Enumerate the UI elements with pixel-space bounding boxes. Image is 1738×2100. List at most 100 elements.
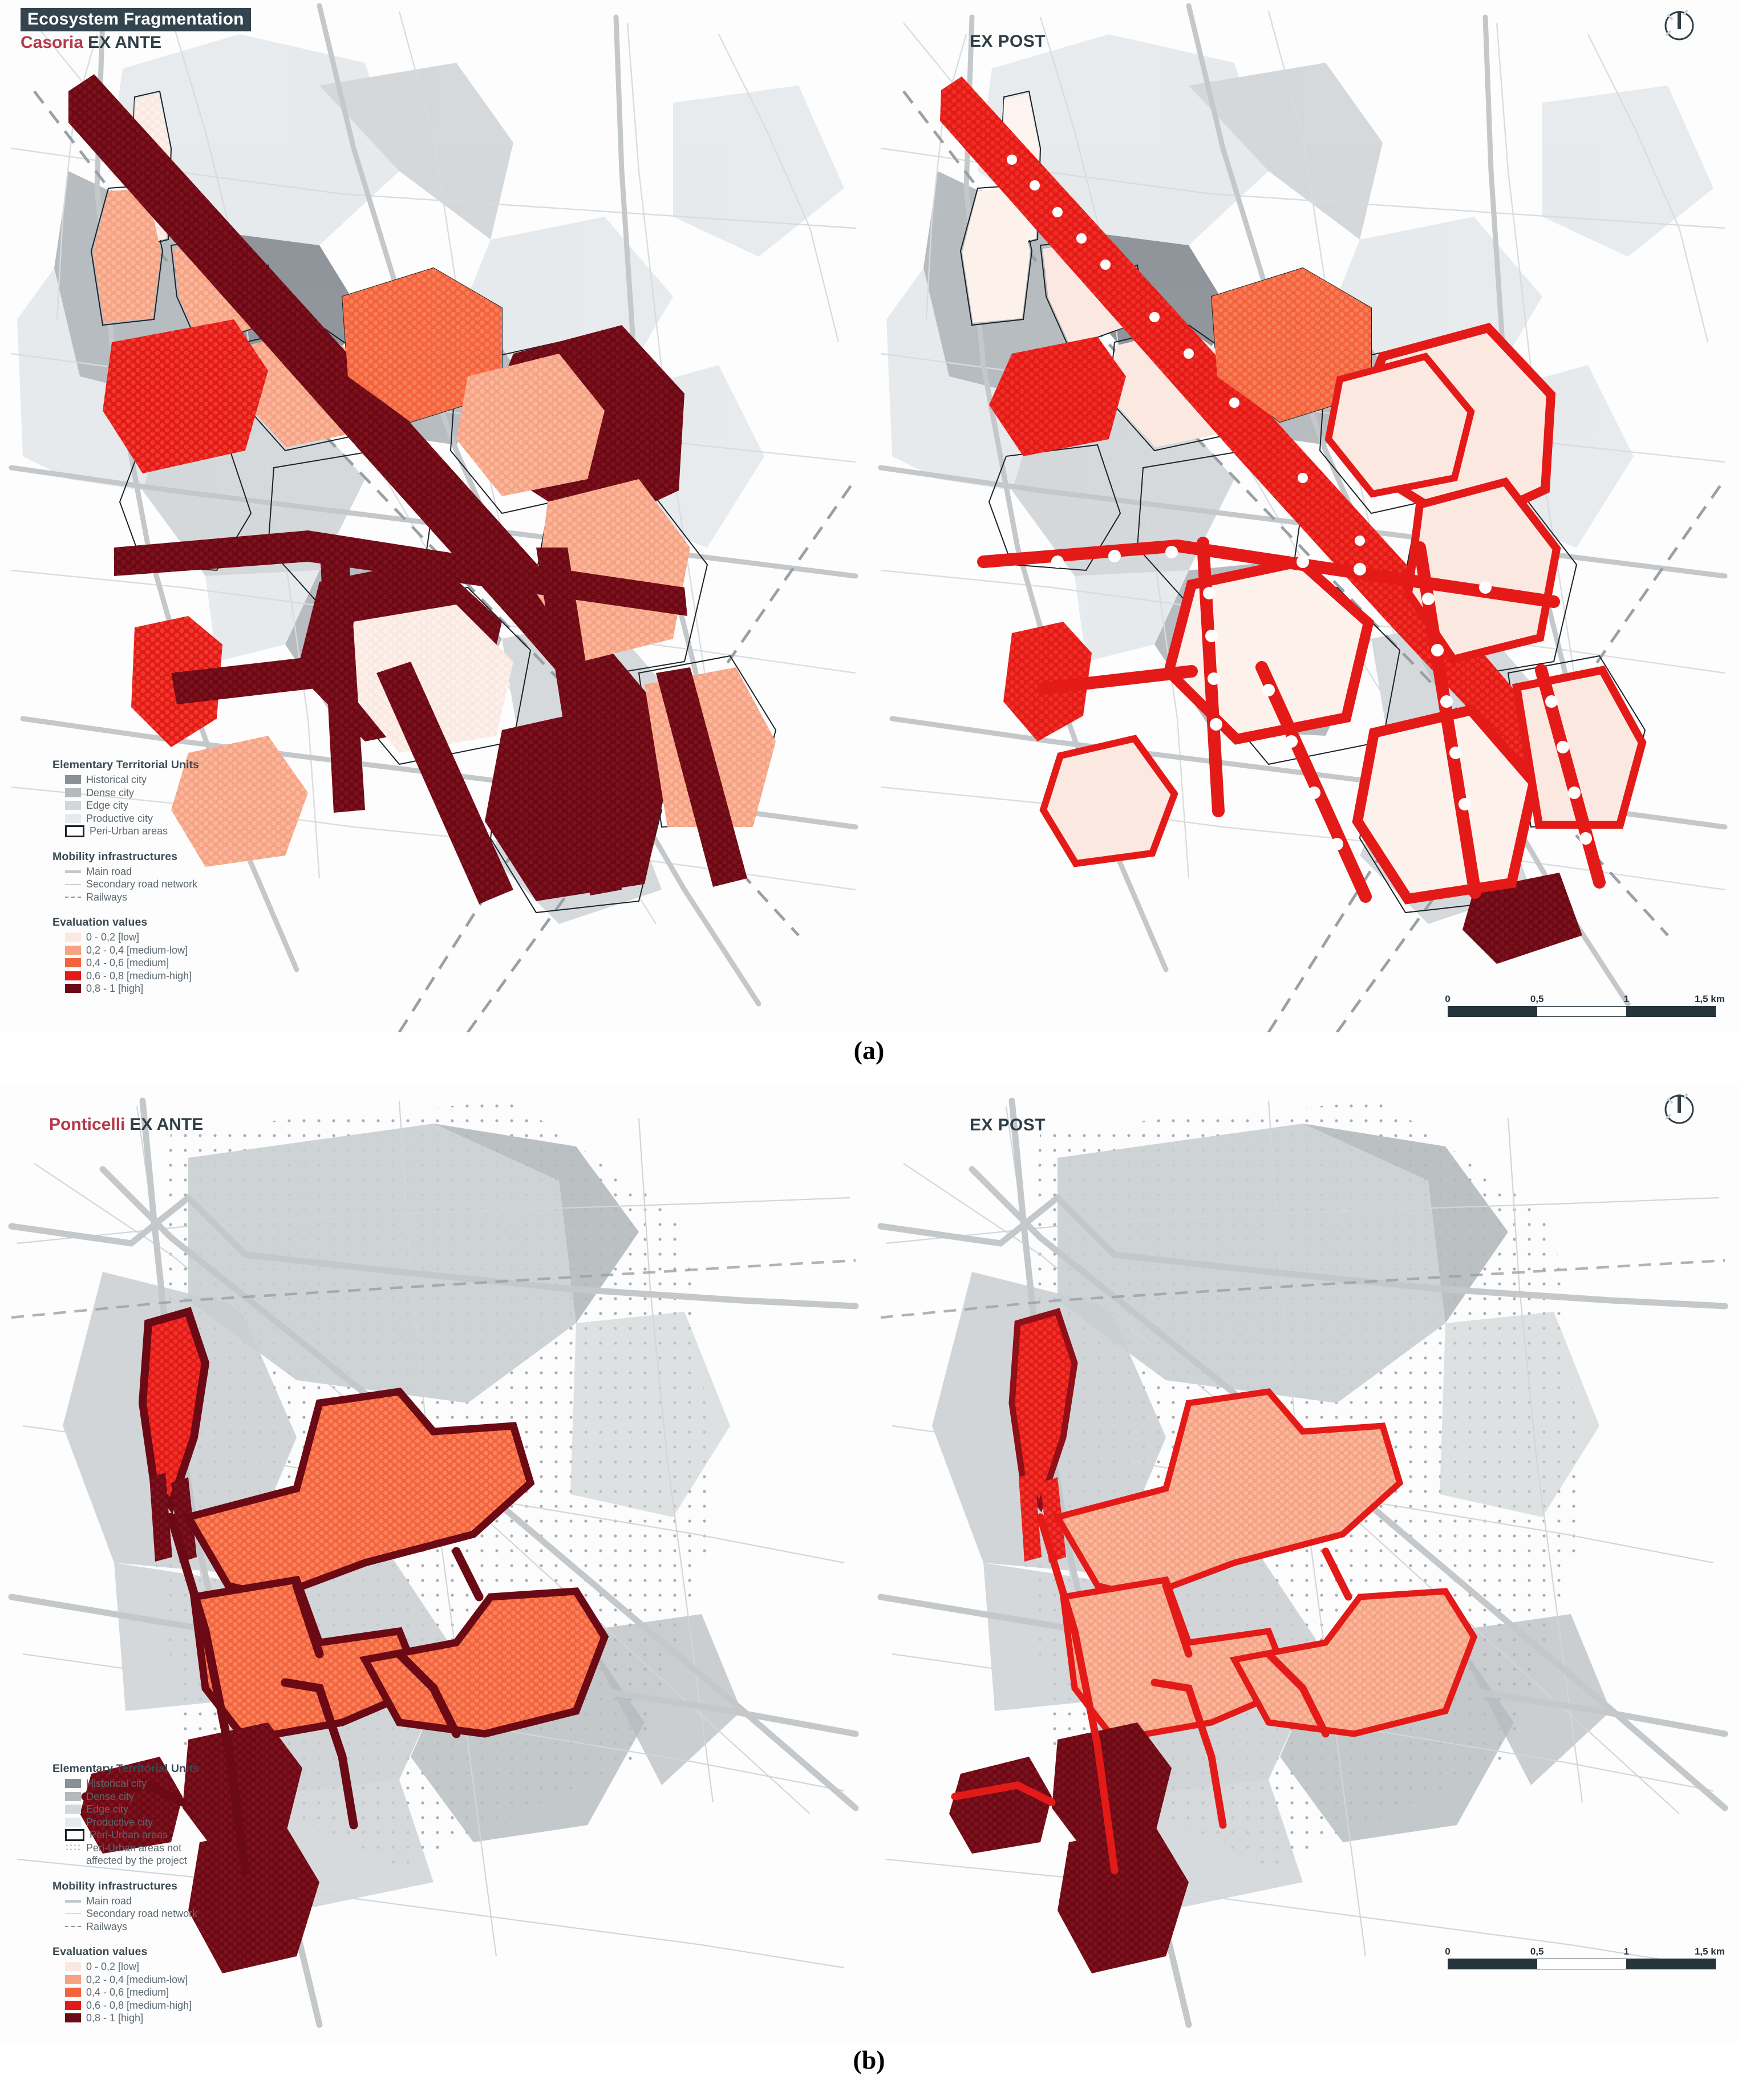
- legend-a-item-eval-medium: 0,4 - 0,6 [medium]: [52, 956, 199, 970]
- panel-a-ex-post-map[interactable]: EX POST 0 0,5 1 1,5 km: [869, 0, 1738, 1032]
- legend-a-item-historical-city: Historical city: [52, 773, 199, 787]
- legend-b-label-historical-city: Historical city: [86, 1778, 147, 1790]
- scale-b-seg-2: [1537, 1959, 1626, 1969]
- scale-b-tick-1: 0,5: [1530, 1946, 1544, 1957]
- legend-b-item-main-road: Main road: [52, 1895, 199, 1908]
- legend-a-label-historical-city: Historical city: [86, 774, 147, 786]
- legend-b-label-peri-urban-areas: Peri-Urban areas: [90, 1829, 168, 1841]
- panel-a-ex-post-phase-label: EX POST: [970, 32, 1046, 51]
- legend-a-label-eval-medium-low: 0,2 - 0,4 [medium-low]: [86, 944, 188, 956]
- legend-b-label-main-road: Main road: [86, 1895, 132, 1907]
- swatch-peri-urban-areas: [65, 825, 84, 837]
- swatch-eval-medium-high: [65, 971, 81, 980]
- legend-b-item-eval-high: 0,8 - 1 [high]: [52, 2012, 199, 2025]
- scale-b-tick-0: 0: [1445, 1946, 1451, 1957]
- legend-a-item-eval-medium-low: 0,2 - 0,4 [medium-low]: [52, 944, 199, 957]
- scale-b-tick-2: 1: [1623, 1946, 1630, 1957]
- scale-a-tick-1: 0,5: [1530, 994, 1544, 1004]
- swatch-productive-city: [65, 1817, 81, 1827]
- scale-bar-a: 0 0,5 1 1,5 km: [1445, 994, 1725, 1017]
- swatch-eval-low: [65, 933, 81, 942]
- legend-b-item-secondary-road: Secondary road network: [52, 1907, 199, 1920]
- panel-a-phase-label: EX ANTE: [88, 33, 161, 52]
- map-canvas-a-ex-post: [869, 0, 1738, 1032]
- map-canvas-b-ex-ante: [0, 1084, 869, 2042]
- swatch-railways: [65, 897, 81, 898]
- swatch-eval-medium: [65, 1988, 81, 1997]
- legend-b-units-title: Elementary Territorial Units: [52, 1762, 200, 1775]
- subfigure-caption-a: (a): [853, 1036, 885, 1065]
- legend-b-item-eval-low: 0 - 0,2 [low]: [52, 1960, 199, 1973]
- swatch-eval-medium-low: [65, 1975, 81, 1984]
- legend-a-label-peri-urban-areas: Peri-Urban areas: [90, 825, 168, 837]
- legend-a-item-peri-urban-areas: Peri-Urban areas: [52, 825, 199, 838]
- subfigure-caption-b: (b): [853, 2045, 885, 2074]
- legend-b-label-secondary-road-network: Secondary road network: [86, 1908, 198, 1920]
- swatch-secondary-road-network: [65, 884, 81, 885]
- legend-a-label-eval-low: 0 - 0,2 [low]: [86, 931, 140, 943]
- figure-b-ponticelli: Ponticelli EX ANTE Elementary Territorial…: [0, 1084, 1738, 2042]
- scale-a-seg-1: [1448, 1007, 1537, 1016]
- legend-b-label-eval-medium-low: 0,2 - 0,4 [medium-low]: [86, 1973, 188, 1985]
- legend-b-label-dense-city: Dense city: [86, 1790, 135, 1802]
- legend-a-units-title: Elementary Territorial Units: [52, 759, 200, 771]
- swatch-edge-city: [65, 801, 81, 810]
- scale-b-seg-3: [1626, 1959, 1715, 1969]
- swatch-edge-city: [65, 1805, 81, 1814]
- swatch-eval-medium: [65, 958, 81, 968]
- legend-b-label-peri-urban-not-affected: Peri-Urban areas not: [86, 1842, 182, 1854]
- legend-b-item-eval-medium-low: 0,2 - 0,4 [medium-low]: [52, 1973, 199, 1987]
- legend-b-item-productive-city: Productive city: [52, 1816, 199, 1829]
- scale-a-tick-2: 1: [1623, 994, 1630, 1004]
- panel-b-title: Ponticelli EX ANTE: [49, 1116, 203, 1134]
- legend-a-label-eval-medium-high: 0,6 - 0,8 [medium-high]: [86, 970, 192, 982]
- swatch-eval-high: [65, 984, 81, 994]
- swatch-eval-low: [65, 1962, 81, 1972]
- compass-north-icon-b: [1660, 1090, 1698, 1128]
- legend-a-mobility-title: Mobility infrastructures: [52, 850, 178, 863]
- swatch-historical-city: [65, 775, 81, 785]
- scale-b-seg-1: [1448, 1959, 1537, 1969]
- legend-a-item-eval-low: 0 - 0,2 [low]: [52, 931, 199, 944]
- legend-b-evaluation-title: Evaluation values: [52, 1945, 148, 1958]
- legend-a-label-main-road: Main road: [86, 865, 132, 877]
- legend-a-label-edge-city: Edge city: [86, 800, 129, 812]
- legend-b-item-railways: Railways: [52, 1920, 199, 1933]
- legend-b-item-eval-medium-high: 0,6 - 0,8 [medium-high]: [52, 1999, 199, 2012]
- scale-bar-b-ticks: 0 0,5 1 1,5 km: [1445, 1946, 1725, 1959]
- scale-a-tick-3: 1,5 km: [1694, 994, 1725, 1004]
- legend-b-label-eval-medium: 0,4 - 0,6 [medium]: [86, 1987, 169, 1998]
- scale-bar-b-bars: [1448, 1959, 1716, 1969]
- scale-bar-a-bars: [1448, 1006, 1716, 1017]
- panel-a-ex-post-title: EX POST: [970, 32, 1046, 51]
- legend-b-item-eval-medium: 0,4 - 0,6 [medium]: [52, 1986, 199, 1999]
- scale-bar-a-ticks: 0 0,5 1 1,5 km: [1445, 994, 1725, 1006]
- panel-b-ex-ante-map[interactable]: Ponticelli EX ANTE Elementary Territorial…: [0, 1084, 869, 2042]
- swatch-eval-medium-low: [65, 945, 81, 955]
- legend-b-item-historical-city: Historical city: [52, 1777, 199, 1790]
- panel-b-ex-post-phase-label: EX POST: [970, 1116, 1046, 1134]
- legend-a-label-eval-high: 0,8 - 1 [high]: [86, 983, 144, 995]
- swatch-main-road: [65, 870, 81, 873]
- legend-b-item-dense-city: Dense city: [52, 1790, 199, 1803]
- panel-a-title: Ecosystem Fragmentation Casoria EX ANTE: [21, 8, 251, 51]
- legend-a-item-railways: Railways: [52, 891, 199, 904]
- panel-a-legend: Elementary Territorial Units Historical …: [52, 759, 199, 995]
- legend-b-item-peri-urban-not-affected: Peri-Urban areas not: [52, 1842, 199, 1855]
- legend-a-item-main-road: Main road: [52, 865, 199, 878]
- legend-a-item-edge-city: Edge city: [52, 799, 199, 812]
- legend-b-label-railways: Railways: [86, 1920, 128, 1932]
- figure-title-banner: Ecosystem Fragmentation: [21, 8, 251, 31]
- legend-a-item-eval-high: 0,8 - 1 [high]: [52, 982, 199, 995]
- legend-b-mobility-title: Mobility infrastructures: [52, 1879, 178, 1892]
- scale-a-seg-3: [1626, 1007, 1715, 1016]
- compass-north-icon-a: [1660, 7, 1698, 44]
- scale-a-seg-2: [1537, 1007, 1626, 1016]
- panel-a-ex-ante-map[interactable]: Ecosystem Fragmentation Casoria EX ANTE E…: [0, 0, 869, 1032]
- legend-a-label-dense-city: Dense city: [86, 787, 135, 798]
- panel-b-ex-post-map[interactable]: EX POST 0 0,5 1 1,5 km: [869, 1084, 1738, 2042]
- figure-a-casoria: Ecosystem Fragmentation Casoria EX ANTE E…: [0, 0, 1738, 1032]
- swatch-eval-medium-high: [65, 2000, 81, 2010]
- legend-b-label-eval-medium-high: 0,6 - 0,8 [medium-high]: [86, 1999, 192, 2011]
